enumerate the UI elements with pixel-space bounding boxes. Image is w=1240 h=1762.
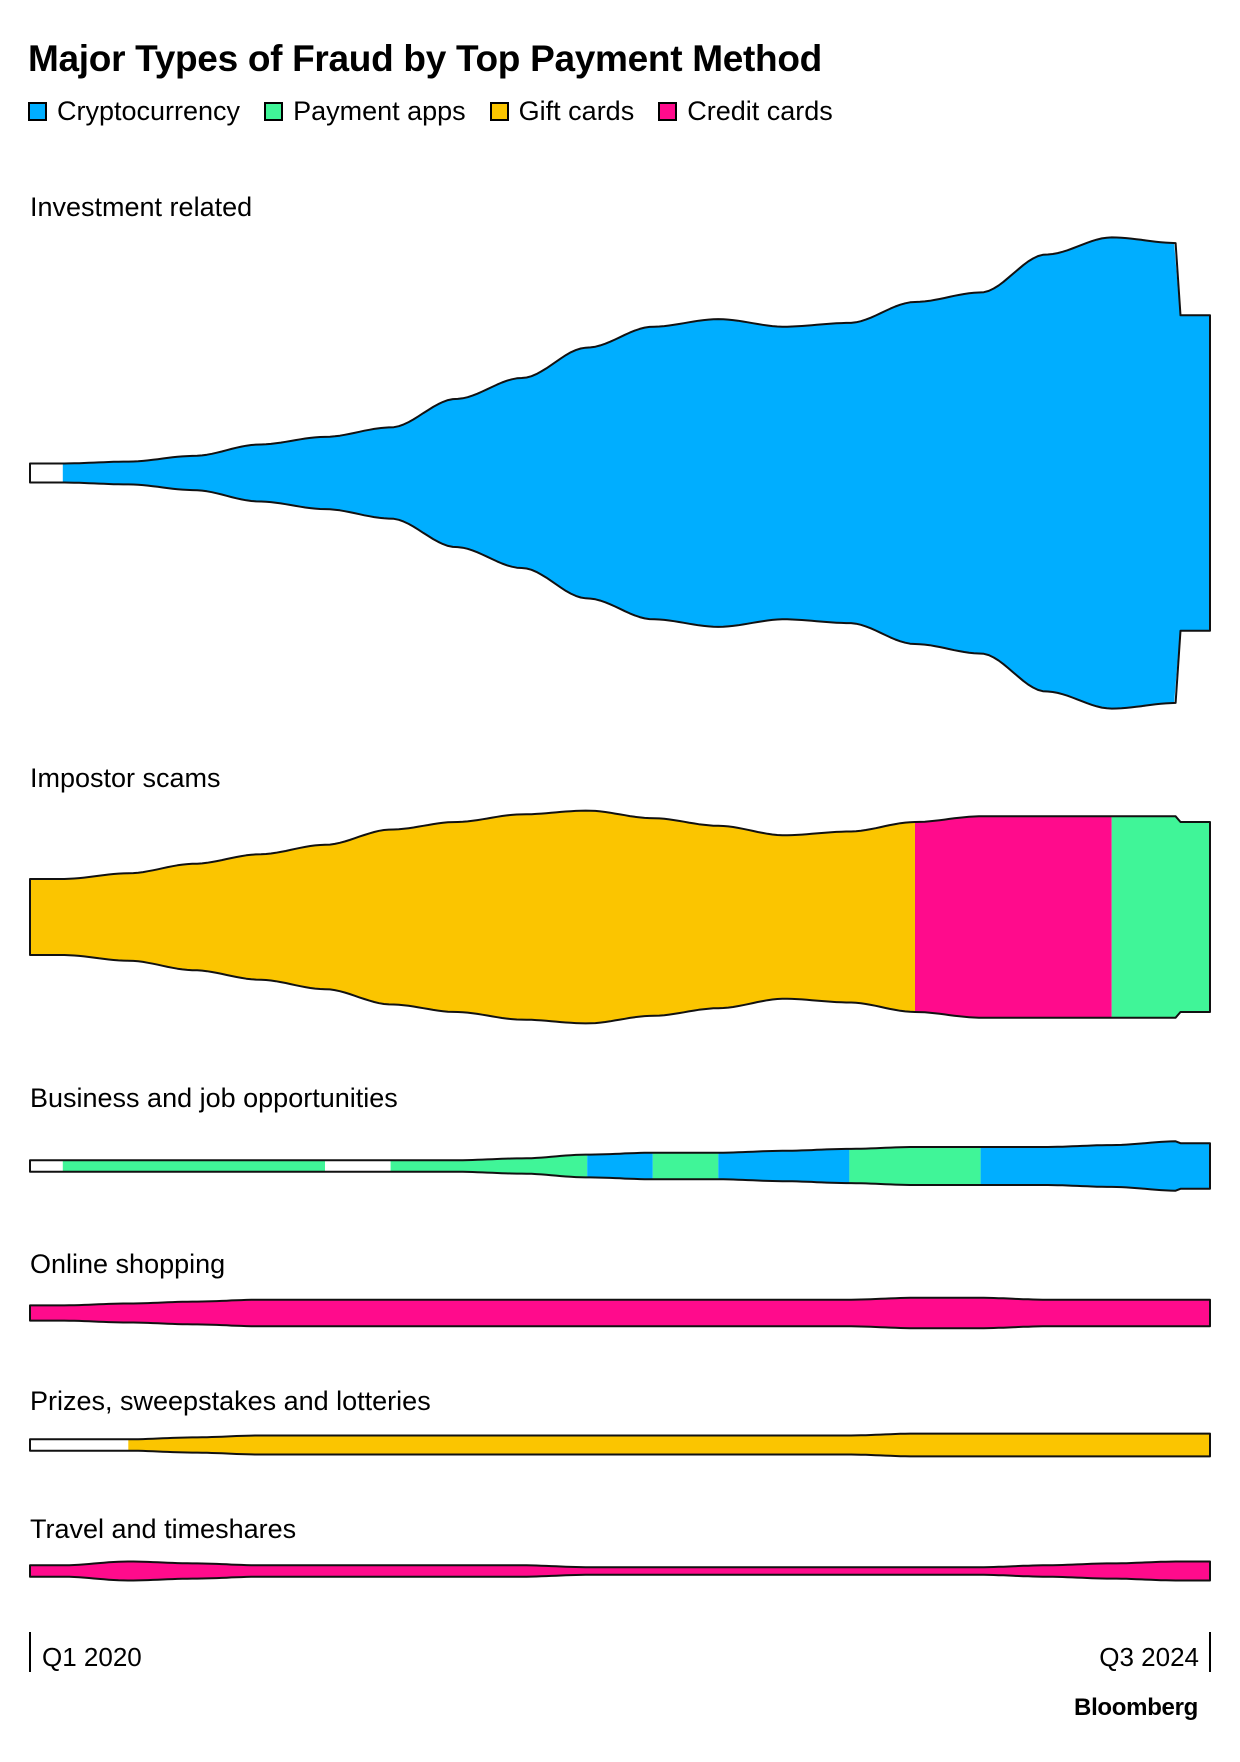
stream-segment-online-shopping-0 — [30, 1297, 1210, 1329]
category-label-online-shopping: Online shopping — [30, 1249, 226, 1279]
legend-swatch-cryptocurrency — [28, 102, 47, 121]
stream-outline-travel-and-timeshares — [29, 1560, 1211, 1582]
stream-outline-investment-related — [29, 236, 1211, 710]
legend-item-credit-cards: Credit cards — [658, 96, 833, 127]
legend-label-payment-apps: Payment apps — [293, 96, 466, 126]
chart-title: Major Types of Fraud by Top Payment Meth… — [28, 38, 822, 79]
x-axis-start-label: Q1 2020 — [42, 1642, 142, 1672]
category-label-investment-related: Investment related — [30, 192, 253, 222]
source-credit: Bloomberg — [1074, 1694, 1198, 1721]
stream-segment-impostor-scams-0 — [30, 810, 915, 1024]
legend-swatch-credit-cards — [658, 102, 678, 121]
category-label-impostor-scams: Impostor scams — [30, 763, 221, 793]
category-label-prizes: Prizes, sweepstakes and lotteries — [30, 1386, 431, 1416]
stream-outline-business-and-job-opportunities — [29, 1140, 1211, 1192]
stream-segment-prizes-sweepstakes-and-lotteries-1 — [128, 1433, 1210, 1457]
stream-segment-business-and-job-opportunities-1 — [62, 1160, 326, 1172]
category-label-business-job: Business and job opportunities — [30, 1083, 398, 1113]
legend-label-cryptocurrency: Cryptocurrency — [57, 96, 241, 126]
stream-outline-impostor-scams — [29, 809, 1211, 1025]
stream-segment-business-and-job-opportunities-5 — [652, 1152, 719, 1180]
legend-label-credit-cards: Credit cards — [687, 96, 833, 126]
x-axis-end-label: Q3 2024 — [1099, 1642, 1199, 1672]
stream-segment-prizes-sweepstakes-and-lotteries-0 — [30, 1439, 129, 1451]
legend-swatch-payment-apps — [264, 102, 284, 121]
streams-layer — [29, 236, 1211, 1582]
stream-segment-business-and-job-opportunities-8 — [980, 1141, 1210, 1191]
stream-segment-impostor-scams-2 — [1111, 816, 1210, 1018]
legend-item-payment-apps: Payment apps — [264, 96, 466, 127]
legend: Cryptocurrency Payment apps Gift cards C… — [28, 96, 857, 127]
stream-segment-business-and-job-opportunities-3 — [390, 1154, 588, 1178]
legend-label-gift-cards: Gift cards — [518, 96, 635, 126]
stream-segment-business-and-job-opportunities-7 — [849, 1147, 981, 1185]
stream-segment-business-and-job-opportunities-4 — [587, 1152, 653, 1180]
stream-segment-investment-related-1 — [62, 237, 1210, 709]
legend-item-cryptocurrency: Cryptocurrency — [28, 96, 240, 127]
stream-segment-investment-related-0 — [30, 463, 63, 483]
stream-segment-business-and-job-opportunities-0 — [30, 1160, 63, 1172]
legend-swatch-gift-cards — [489, 102, 509, 121]
legend-item-gift-cards: Gift cards — [489, 96, 635, 127]
category-label-travel: Travel and timeshares — [30, 1514, 297, 1544]
stream-outline-online-shopping — [29, 1296, 1211, 1330]
stream-outline-prizes-sweepstakes-and-lotteries — [29, 1432, 1211, 1458]
stream-segment-impostor-scams-1 — [915, 816, 1112, 1018]
stream-segment-business-and-job-opportunities-2 — [325, 1160, 391, 1172]
stream-segment-business-and-job-opportunities-6 — [718, 1148, 850, 1184]
